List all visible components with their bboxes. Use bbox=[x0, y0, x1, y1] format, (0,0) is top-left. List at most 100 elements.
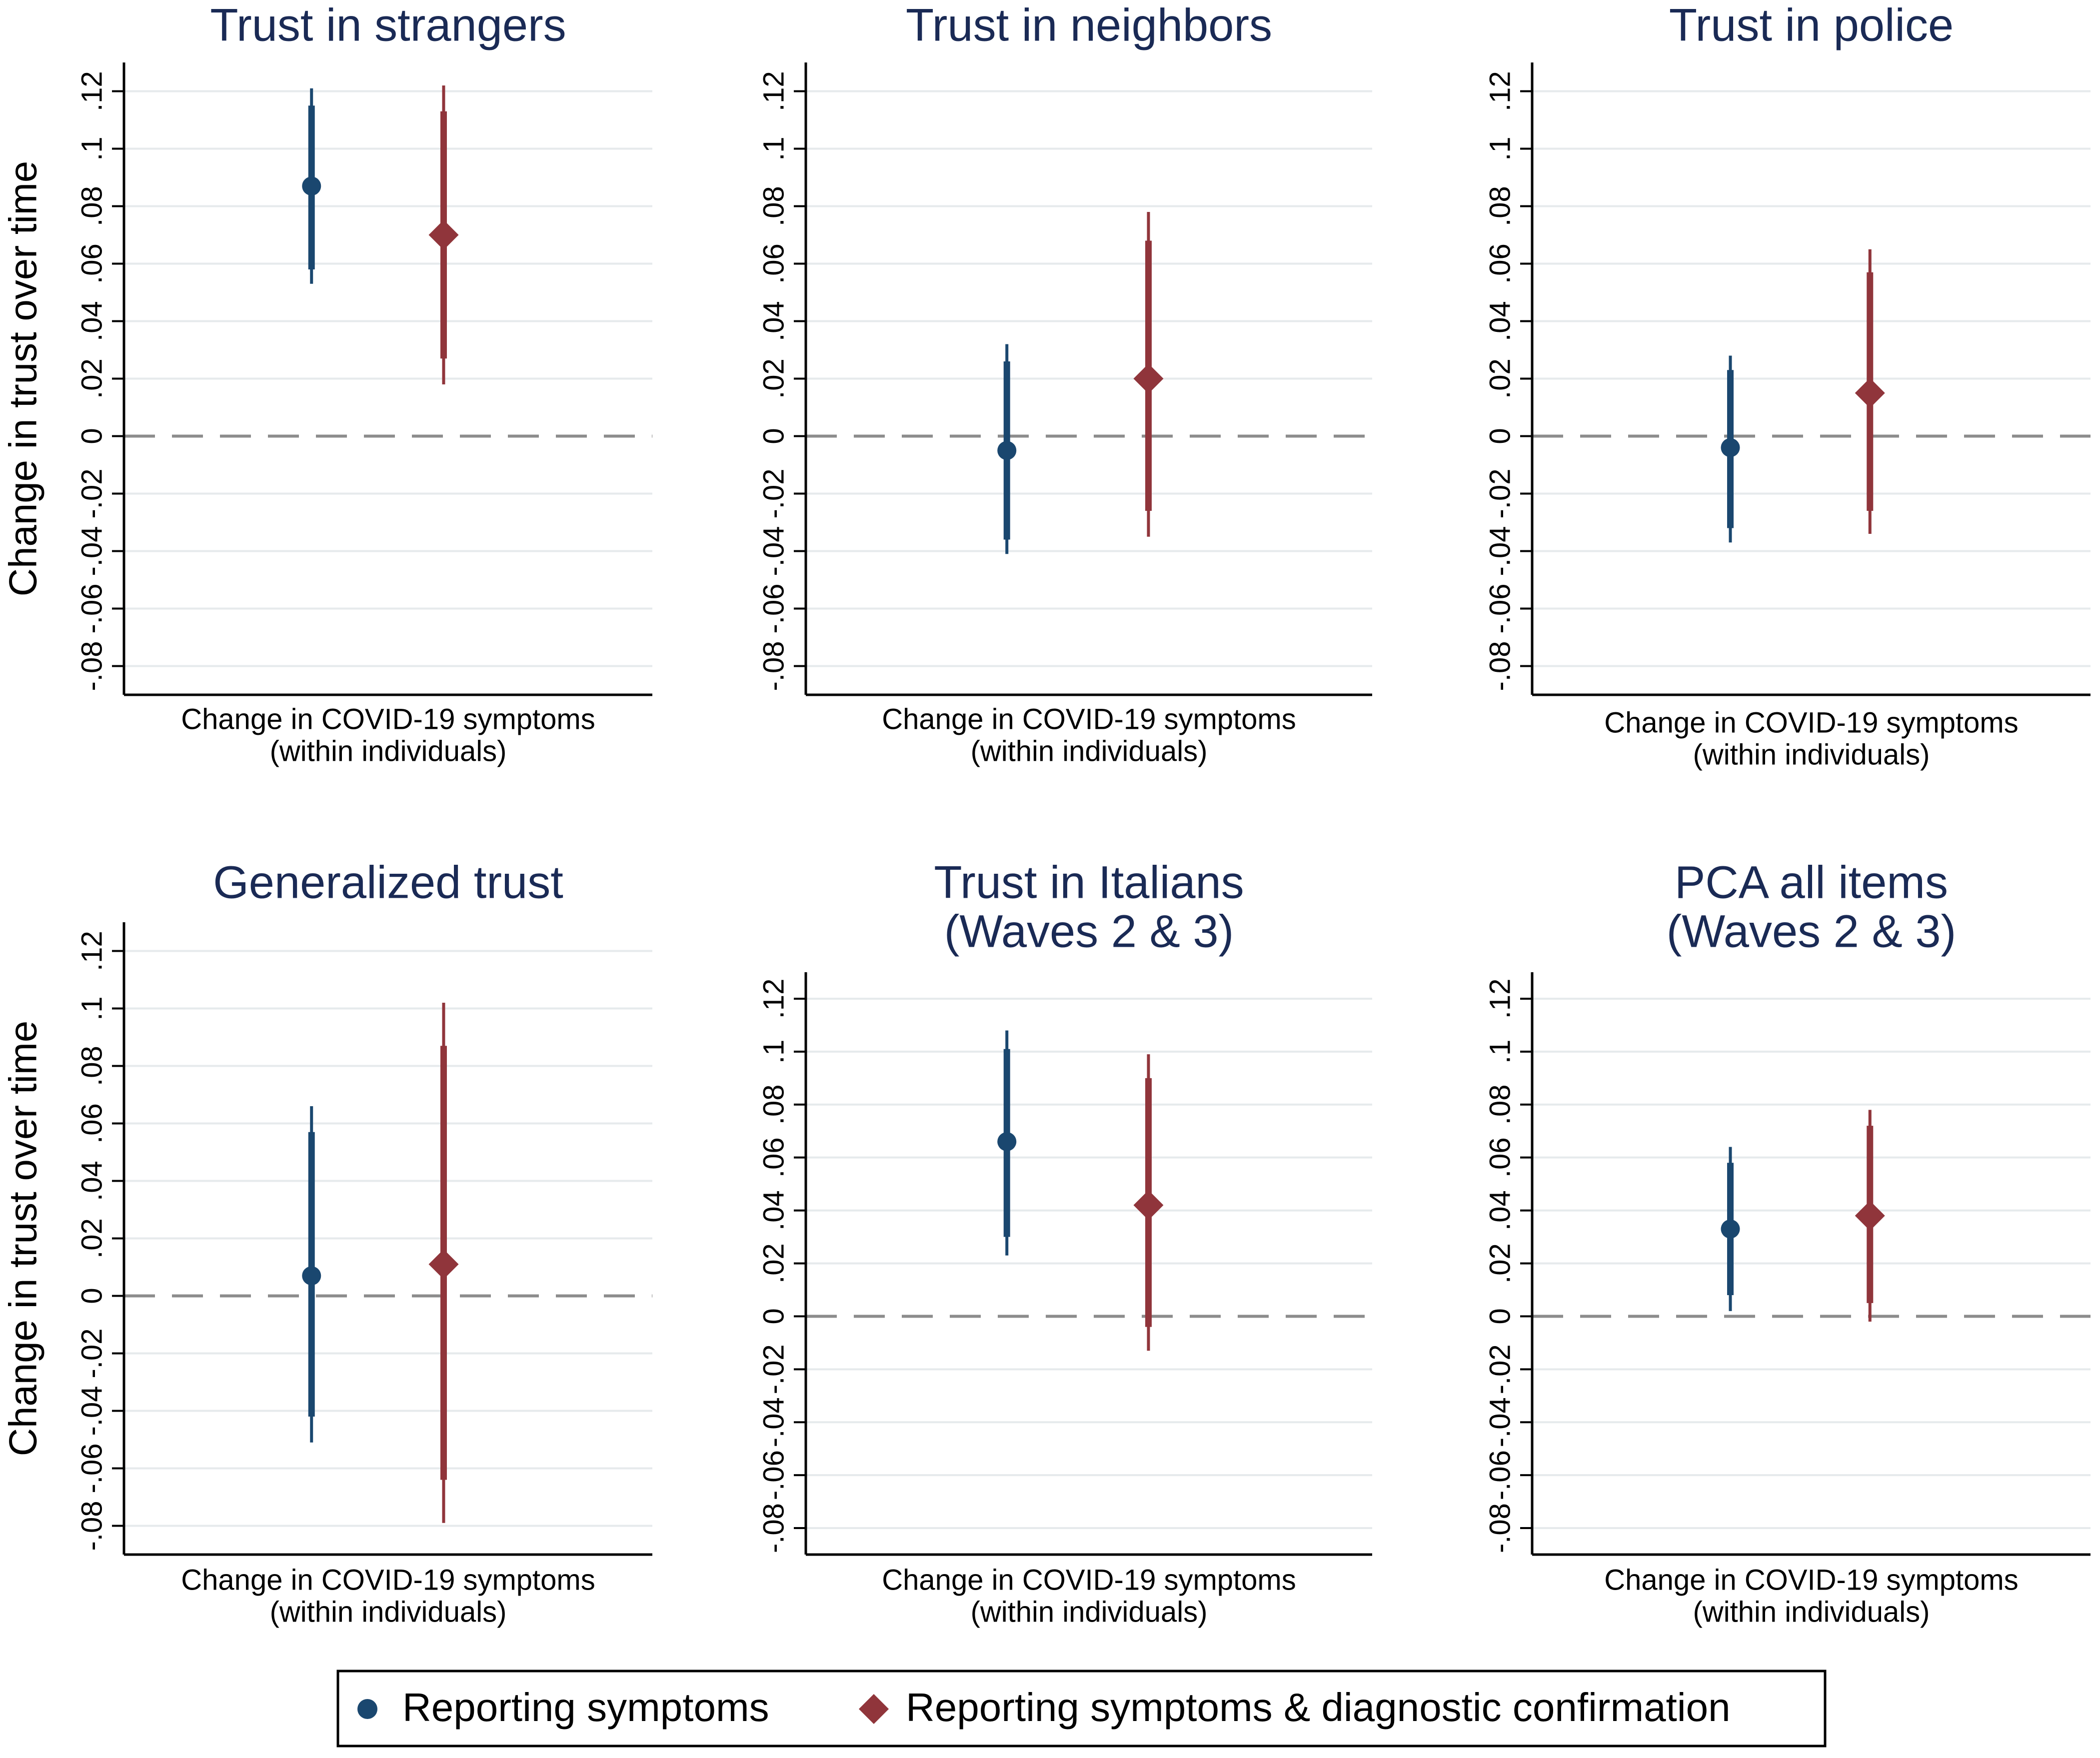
y-tick-label: 0 bbox=[1484, 428, 1516, 444]
panel-6: PCA all items(Waves 2 & 3) -.08-.06-.04-.… bbox=[1484, 857, 2091, 1628]
x-axis-label: Change in COVID-19 symptoms bbox=[181, 703, 595, 735]
y-tick-label: .04 bbox=[757, 1190, 790, 1231]
point-estimate-circle bbox=[997, 1132, 1017, 1151]
y-tick-label: .06 bbox=[75, 243, 108, 284]
panel-title: Generalized trust bbox=[213, 857, 563, 908]
y-tick-label: -.06 bbox=[75, 1444, 108, 1494]
y-tick-label: .1 bbox=[757, 136, 790, 160]
point-estimate-diamond bbox=[428, 220, 459, 250]
y-axis-label: Change in trust over time bbox=[1, 1021, 45, 1456]
legend: Reporting symptoms Reporting symptoms & d… bbox=[336, 1670, 1827, 1748]
y-tick-label: .06 bbox=[1484, 243, 1516, 284]
y-tick-label: .1 bbox=[75, 996, 108, 1020]
y-axis-label: Change in trust over time bbox=[1, 161, 45, 596]
y-tick-label: .12 bbox=[1484, 979, 1516, 1019]
y-tick-label: .08 bbox=[75, 186, 108, 226]
y-tick-label: .12 bbox=[757, 979, 790, 1019]
y-tick-label: -.02 bbox=[1484, 1344, 1516, 1394]
y-tick-label: -.06 bbox=[1484, 1450, 1516, 1500]
point-estimate-circle bbox=[302, 176, 321, 196]
y-tick-label: -.08 bbox=[75, 641, 108, 691]
panel-5: Trust in Italians(Waves 2 & 3)-.08-.06-.… bbox=[757, 857, 1372, 1628]
y-tick-label: -.08 bbox=[75, 1501, 108, 1551]
y-tick-label: .12 bbox=[75, 931, 108, 971]
x-axis-label: Change in COVID-19 symptoms bbox=[181, 1564, 595, 1596]
y-tick-label: -.08 bbox=[1484, 1503, 1516, 1553]
y-tick-label: -.04 bbox=[75, 526, 108, 576]
point-estimate-circle bbox=[1721, 438, 1740, 457]
x-axis-label: (within individuals) bbox=[270, 735, 507, 767]
panel-4: Generalized trust -.08 -.06 -.04 -.02 0 .02 .04… bbox=[1, 857, 652, 1628]
y-tick-label: .02 bbox=[75, 1218, 108, 1259]
y-tick-label: -.04 bbox=[757, 526, 790, 576]
y-tick-label: .08 bbox=[75, 1046, 108, 1086]
y-tick-label: .04 bbox=[1484, 301, 1516, 341]
point-estimate-circle bbox=[302, 1266, 321, 1286]
y-tick-label: -.04 bbox=[1484, 1397, 1516, 1447]
y-tick-label: .12 bbox=[75, 71, 108, 111]
y-tick-label: -.06 bbox=[757, 584, 790, 634]
y-tick-label: 0 bbox=[75, 428, 108, 444]
y-tick-label: .04 bbox=[1484, 1190, 1516, 1231]
y-tick-label: .12 bbox=[1484, 71, 1516, 111]
y-tick-label: -.08 bbox=[757, 1503, 790, 1553]
y-tick-label: .06 bbox=[75, 1103, 108, 1144]
y-tick-label: 0 bbox=[757, 428, 790, 444]
x-axis-label: (within individuals) bbox=[270, 1596, 507, 1628]
y-tick-label: -.04 bbox=[75, 1386, 108, 1436]
y-tick-label: .08 bbox=[757, 1084, 790, 1125]
y-tick-label: -.04 bbox=[757, 1397, 790, 1447]
y-tick-label: .1 bbox=[75, 136, 108, 160]
y-tick-label: 0 bbox=[1484, 1308, 1516, 1324]
y-tick-label: .04 bbox=[75, 301, 108, 341]
x-axis-label: (within individuals) bbox=[1693, 738, 1930, 771]
y-tick-label: 0 bbox=[757, 1308, 790, 1324]
panel-title: Trust in Italians bbox=[934, 857, 1244, 908]
y-tick-label: -.06 bbox=[757, 1450, 790, 1500]
panel-title: (Waves 2 & 3) bbox=[1667, 906, 1956, 957]
panel-2: Trust in neighbors -.08 -.06 -.04 -.02 0 .02 .0… bbox=[757, 0, 1372, 767]
y-tick-label: -.08 bbox=[1484, 641, 1516, 691]
y-tick-label: .04 bbox=[75, 1161, 108, 1201]
y-tick-label: .08 bbox=[1484, 186, 1516, 226]
legend-marker-circle bbox=[357, 1699, 377, 1719]
y-tick-label: .02 bbox=[757, 358, 790, 399]
y-tick-label: .06 bbox=[1484, 1137, 1516, 1178]
y-tick-label: -.04 bbox=[1484, 526, 1516, 576]
point-estimate-diamond bbox=[1133, 1190, 1164, 1220]
y-tick-label: -.02 bbox=[1484, 469, 1516, 519]
y-tick-label: -.02 bbox=[757, 1344, 790, 1394]
point-estimate-circle bbox=[1721, 1219, 1740, 1239]
y-tick-label: -.08 bbox=[757, 641, 790, 691]
y-tick-label: .02 bbox=[75, 358, 108, 399]
y-tick-label: .08 bbox=[1484, 1084, 1516, 1125]
y-tick-label: .06 bbox=[757, 243, 790, 284]
panel-title: Trust in police bbox=[1669, 0, 1954, 50]
legend-label: Reporting symptoms bbox=[402, 1685, 769, 1730]
panel-title: Trust in neighbors bbox=[906, 0, 1272, 50]
x-axis-label: (within individuals) bbox=[971, 735, 1208, 767]
legend-box bbox=[336, 1670, 1827, 1748]
panel-1: Trust in strangers -.08 -.06 -.04 -.02 0 .02 .0… bbox=[1, 0, 652, 767]
point-estimate-circle bbox=[997, 441, 1017, 460]
y-tick-label: -.02 bbox=[75, 1329, 108, 1379]
y-tick-label: .02 bbox=[1484, 358, 1516, 399]
y-tick-label: .1 bbox=[1484, 136, 1516, 160]
panel-3: Trust in police -.08 -.06 -.04 -.02 0 .02 .04 .0… bbox=[1484, 0, 2091, 771]
panel-title: (Waves 2 & 3) bbox=[944, 906, 1234, 957]
y-tick-label: .04 bbox=[757, 301, 790, 341]
x-axis-label: (within individuals) bbox=[971, 1596, 1208, 1628]
y-tick-label: .1 bbox=[1484, 1040, 1516, 1064]
panel-title: PCA all items bbox=[1675, 857, 1948, 908]
point-estimate-diamond bbox=[1855, 378, 1885, 408]
panels: Trust in strangers-.08-.06-.04-.020.02.0… bbox=[1, 0, 2091, 1628]
y-tick-label: -.06 bbox=[1484, 584, 1516, 634]
x-axis-label: Change in COVID-19 symptoms bbox=[882, 1564, 1296, 1596]
x-axis-label: Change in COVID-19 symptoms bbox=[882, 703, 1296, 735]
y-tick-label: -.06 bbox=[75, 584, 108, 634]
point-estimate-diamond bbox=[1855, 1201, 1885, 1231]
y-tick-label: .06 bbox=[757, 1137, 790, 1178]
point-estimate-diamond bbox=[1133, 363, 1164, 394]
y-tick-label: .1 bbox=[757, 1040, 790, 1064]
